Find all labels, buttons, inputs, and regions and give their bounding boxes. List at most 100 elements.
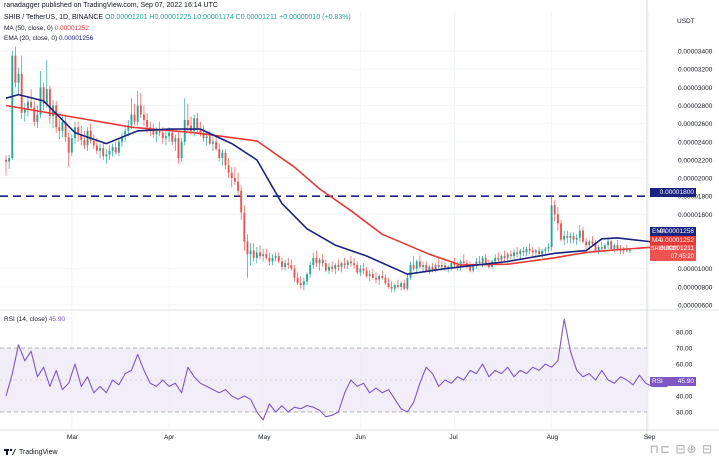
candle-body [472,265,475,271]
candle-body [378,275,381,280]
rsi-pane [0,318,668,421]
candle-body [36,114,39,122]
rsi-tick-label: 60.00 [676,362,693,369]
candle-body [459,261,462,267]
candle-body [33,107,36,122]
candle-body [284,263,287,267]
candle-body [381,275,384,278]
candle-body [193,118,196,131]
candle-body [353,263,356,266]
candle-body [55,105,58,128]
price-tick-label: 0.00002000 [678,176,713,183]
candle-body [252,250,255,258]
candle-body [359,268,362,273]
candle-body [61,121,64,131]
rsi-legend-label: RSI (14, close) [4,316,47,323]
candle-body [186,119,189,126]
candle-body [161,132,164,139]
candle-body [484,257,487,264]
candle-body [519,250,522,255]
candle-body [409,265,412,278]
candle-body [422,265,424,267]
ema-price-tag: EMA 0.00001256 [650,227,696,236]
time-tick-label: May [258,434,271,441]
candle-body [268,257,271,262]
candle-body [274,256,277,258]
candle-body [130,114,133,126]
candle-body [114,147,117,153]
candle-body [531,250,534,253]
ma-legend[interactable]: MA (50, close, 0) 0.00001252 [4,25,89,32]
candle-body [566,236,569,238]
ema-legend-label: EMA (20, close, 0) [4,35,58,42]
candle-body [108,150,111,155]
rsi-path [5,318,668,421]
ema-legend[interactable]: EMA (20, close, 0) 0.00001256 [4,35,93,42]
candle-body [544,248,547,251]
candle-body [481,257,484,264]
ma-price-tag: MA 0.00001252 [650,236,696,245]
candle-body [199,129,202,133]
price-tag-countdown: 07:45:20 [670,254,694,260]
candle-body [534,250,537,253]
candle-body [39,87,42,115]
ma-tag-name: MA [652,237,662,244]
tradingview-brand: TradingView [19,448,58,456]
candle-body [45,89,48,104]
rsi-legend-value: 45.90 [48,316,66,323]
price-tick-label: 0.00002400 [678,139,713,146]
candle-body [324,263,327,271]
candle-body [58,127,61,131]
candle-body [337,265,340,267]
price-tick-label: 0.00001000 [678,266,713,273]
candle-body [384,277,387,284]
candle-body [280,261,283,267]
time-tick-label: Jul [449,434,458,441]
candle-body [538,250,541,255]
candle-body [152,130,155,135]
candle-body [240,190,243,213]
candle-body [287,263,290,266]
price-tick-label: 0.00000600 [678,303,713,310]
symbol-name[interactable]: SHIB / TetherUS, 1D, BINANCE [4,14,104,21]
price-tick-label: 0.00001800 [678,194,713,201]
candle-body [440,265,443,267]
candle-body [594,243,597,251]
candle-body [600,246,603,249]
candle-body [70,138,73,153]
candle-body [190,125,192,131]
candle-body [155,129,158,135]
price-tick-label: 0.00001600 [678,212,713,219]
candle-body [105,154,108,157]
candle-body [478,261,481,264]
candle-body [613,245,616,249]
rsi-tick-label: 40.00 [676,394,693,401]
last-price-tag: SHIBUSDT 0.00001211 07:45:20 [650,245,696,261]
candle-body [591,241,594,244]
rsi-tick-label: 80.00 [676,330,693,337]
candle-body [368,274,371,276]
candle-body [547,246,550,249]
candle-body [585,241,588,246]
candle-body [296,277,299,284]
rsi-legend[interactable]: RSI (14, close) 45.90 [4,316,65,323]
candle-body [5,159,7,162]
candle-body [27,101,29,110]
candle-body [171,132,174,142]
price-tick-label: 0.00003400 [678,49,713,56]
candle-body [509,254,512,257]
candle-body [23,109,26,113]
candle-body [365,270,368,276]
candle-body [516,252,519,255]
candle-body [227,165,230,173]
time-tick-label: Jun [355,434,366,441]
candle-body [290,265,293,269]
candle-body [582,230,584,242]
tradingview-logo[interactable]: TradingView [4,448,58,456]
candle-body [8,158,11,162]
tradingview-icon [4,448,16,455]
candle-body [450,263,453,267]
candle-body [553,205,556,215]
rsi-tick-label: 70.00 [676,346,693,353]
